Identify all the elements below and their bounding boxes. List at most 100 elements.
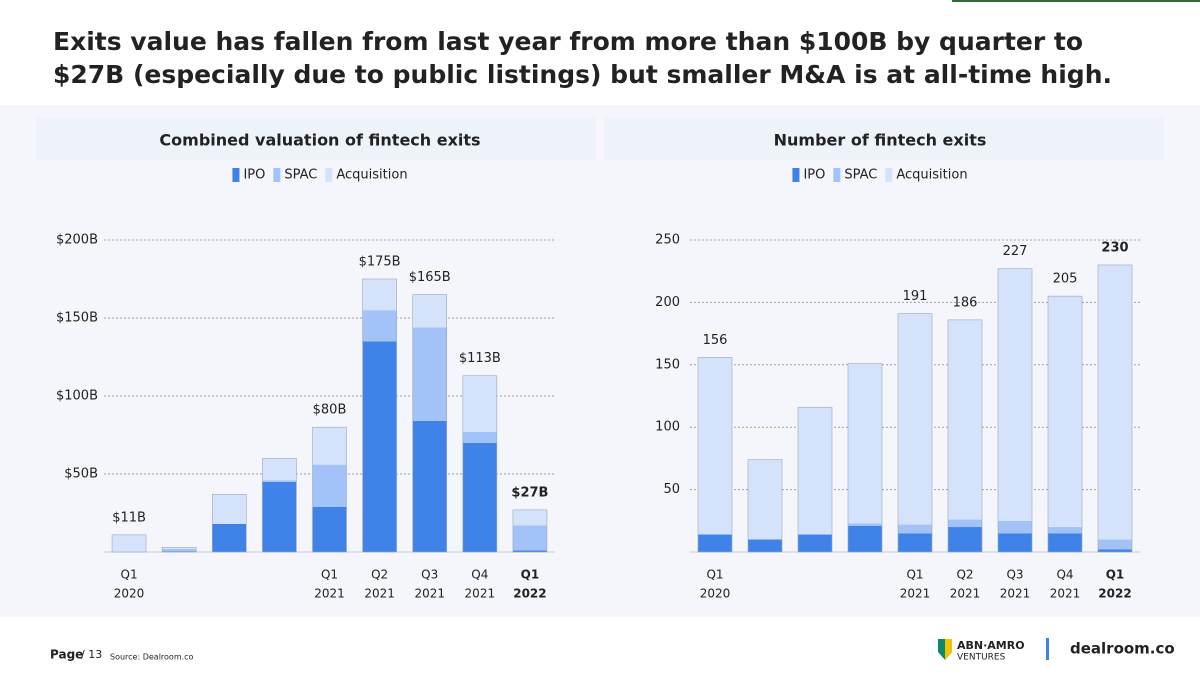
legend-label: Acquisition [896,168,967,183]
bar-segment [798,534,832,552]
logo-text: ABN·AMRO [957,639,1025,652]
bar-segment [262,480,297,482]
bar-segment [848,523,882,526]
bar-outline [847,363,883,553]
total-label: $27B [511,485,548,500]
bar-segment [748,459,782,540]
headline: Exits value has fallen from last year fr… [53,27,1083,56]
total-label: $80B [313,403,347,418]
bar-outline [697,357,733,553]
chart-title: Number of fintech exits [774,131,987,150]
bar-segment [112,534,147,552]
top-accent [952,0,1200,2]
bar-segment [1098,264,1132,540]
bar-segment [748,539,782,552]
x-tick-label: Q1 [1106,568,1125,582]
bar-segment [262,458,297,481]
legend-label: SPAC [284,168,317,183]
y-tick-label: 50 [663,482,680,497]
x-tick-label: 2020 [700,587,731,601]
bar-segment [162,551,197,552]
bar-outline [747,459,783,553]
legend-label: IPO [803,168,825,183]
bar-outline [897,313,933,553]
bar-segment [262,481,297,552]
x-tick-label: Q4 [471,568,488,582]
brand: dealroom.co [1070,640,1175,658]
x-tick-label: Q1 [906,568,923,582]
total-label: 156 [703,333,728,348]
bar-segment [312,427,347,465]
bar-segment [698,357,732,535]
bar-outline [412,294,448,553]
divider [1046,638,1049,660]
bar-segment [312,506,347,552]
bar-segment [998,268,1032,521]
x-tick-label: 2022 [1098,587,1131,601]
bar-segment [212,494,247,524]
bar-segment [162,547,197,549]
bar-segment [698,534,732,552]
x-tick-label: Q1 [321,568,338,582]
legend-swatch [273,168,281,182]
bar-outline [462,375,498,553]
bar-outline [1047,295,1083,553]
y-tick-label: $50B [64,467,98,482]
bar-segment [1048,533,1082,552]
bar-segment [412,294,447,328]
page-count: / 13 [81,648,102,661]
total-label: $11B [112,510,146,525]
y-tick-label: 150 [655,357,680,372]
x-tick-label: Q1 [521,568,540,582]
legend-label: SPAC [844,168,877,183]
page-label: Page [50,648,83,662]
y-tick-label: $200B [56,233,98,248]
bar-segment [798,407,832,535]
bar-outline [211,493,247,553]
bar-segment [512,525,547,551]
bar-outline [947,319,983,553]
y-tick-label: $150B [56,311,98,326]
bar-outline [797,406,833,553]
x-tick-label: 2021 [465,587,496,601]
bar-segment [462,375,497,432]
bar-outline [111,534,147,553]
legend-swatch [792,168,800,182]
legend-swatch [325,168,333,182]
bar-segment [362,279,397,311]
logo-text: VENTURES [957,653,1006,663]
total-label: $113B [459,351,501,366]
bar-outline [997,268,1033,553]
bar-segment [212,523,247,552]
total-label: 230 [1101,240,1128,255]
y-tick-label: 200 [655,295,680,310]
total-label: 186 [953,295,978,310]
legend-label: IPO [243,168,265,183]
bar-segment [162,548,197,552]
bar-segment [848,525,882,552]
bar-segment [462,442,497,552]
bar-segment [898,313,932,525]
bar-outline [512,509,548,553]
bar-outline [161,547,197,553]
bar-outline [362,278,397,553]
bar-segment [362,341,397,552]
x-tick-label: Q1 [706,568,723,582]
y-tick-label: 250 [655,233,680,248]
bar-segment [412,420,447,552]
total-label: 191 [903,289,928,304]
chart-title: Combined valuation of fintech exits [159,131,480,150]
bar-outline [312,426,347,553]
headline: $27B (especially due to public listings)… [53,60,1112,89]
bar-segment [898,524,932,534]
x-tick-label: 2021 [1050,587,1081,601]
bar-segment [1098,549,1132,552]
x-tick-label: 2021 [414,587,445,601]
legend-swatch [885,168,893,182]
right-title-band [604,118,1164,160]
legend-swatch [833,168,841,182]
x-tick-label: 2021 [1000,587,1031,601]
x-tick-label: Q2 [956,568,973,582]
y-tick-label: 100 [655,420,680,435]
